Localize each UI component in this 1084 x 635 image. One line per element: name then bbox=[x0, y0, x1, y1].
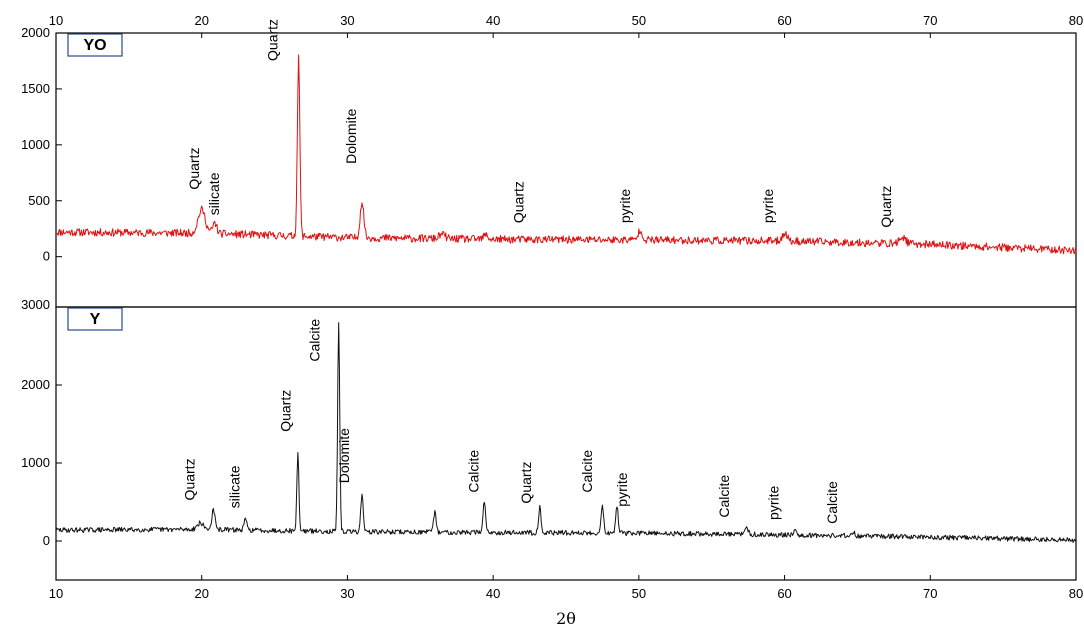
xrd-trace-yo bbox=[55, 54, 1077, 255]
x-tick-label: 70 bbox=[923, 586, 937, 601]
peak-label: Calcite bbox=[716, 475, 732, 518]
x-tick-label: 40 bbox=[486, 586, 500, 601]
x-tick-label: 40 bbox=[486, 13, 500, 28]
x-tick-label: 20 bbox=[194, 586, 208, 601]
peak-label: pyrite bbox=[760, 189, 776, 223]
x-tick-label: 70 bbox=[923, 13, 937, 28]
y-tick-label: 1000 bbox=[21, 455, 50, 470]
peak-label: Calcite bbox=[824, 481, 840, 524]
peak-label: Dolomite bbox=[343, 108, 359, 163]
peak-label: silicate bbox=[227, 465, 243, 508]
panel-y: 0 1000 2000 3000 10 20 30 40 50 60 70 80 Quartz silic… bbox=[21, 297, 1083, 628]
plot-frame bbox=[55, 306, 1077, 581]
peak-label: Calcite bbox=[579, 450, 595, 493]
y-tick-label: 2000 bbox=[21, 377, 50, 392]
x-tick-label: 60 bbox=[777, 13, 791, 28]
peak-label: Quartz bbox=[878, 186, 894, 228]
peak-label: Quartz bbox=[264, 19, 280, 61]
panel-label-box bbox=[67, 33, 123, 57]
x-axis-title: 2θ bbox=[556, 609, 576, 628]
peak-label: pyrite bbox=[766, 485, 782, 519]
x-tick-label: 10 bbox=[49, 586, 63, 601]
panel-label-box bbox=[67, 307, 123, 331]
peak-label: Dolomite bbox=[336, 428, 352, 483]
peak-label: Quartz bbox=[181, 458, 197, 500]
panel-label: YO bbox=[83, 37, 106, 54]
x-tick-label: 50 bbox=[632, 13, 646, 28]
x-tick-label: 10 bbox=[49, 13, 63, 28]
y-tick-label: 1500 bbox=[21, 81, 50, 96]
peak-label: Quartz bbox=[511, 181, 527, 223]
peak-label: Quartz bbox=[518, 462, 534, 504]
x-tick-label: 80 bbox=[1069, 586, 1083, 601]
y-tick-label: 1000 bbox=[21, 137, 50, 152]
x-tick-label: 80 bbox=[1069, 13, 1083, 28]
xrd-trace-y bbox=[55, 322, 1077, 544]
peak-label: Quartz bbox=[278, 390, 294, 432]
peak-label: Calcite bbox=[307, 319, 323, 362]
peak-label: Calcite bbox=[466, 450, 482, 493]
x-tick-label: 50 bbox=[632, 586, 646, 601]
peak-label: silicate bbox=[206, 172, 222, 215]
x-tick-label: 30 bbox=[340, 13, 354, 28]
y-tick-label: 3000 bbox=[21, 297, 50, 312]
peak-label: Quartz bbox=[186, 148, 202, 190]
x-tick-label: 60 bbox=[777, 586, 791, 601]
y-tick-label: 0 bbox=[43, 249, 50, 264]
peak-label: pyrite bbox=[617, 189, 633, 223]
plot-frame bbox=[55, 32, 1077, 308]
panel-label: Y bbox=[90, 311, 101, 328]
y-tick-label: 0 bbox=[43, 533, 50, 548]
x-tick-label: 30 bbox=[340, 586, 354, 601]
y-tick-label: 2000 bbox=[21, 25, 50, 40]
y-tick-label: 500 bbox=[28, 193, 50, 208]
x-tick-label: 20 bbox=[194, 13, 208, 28]
peak-label: pyrite bbox=[614, 472, 630, 506]
